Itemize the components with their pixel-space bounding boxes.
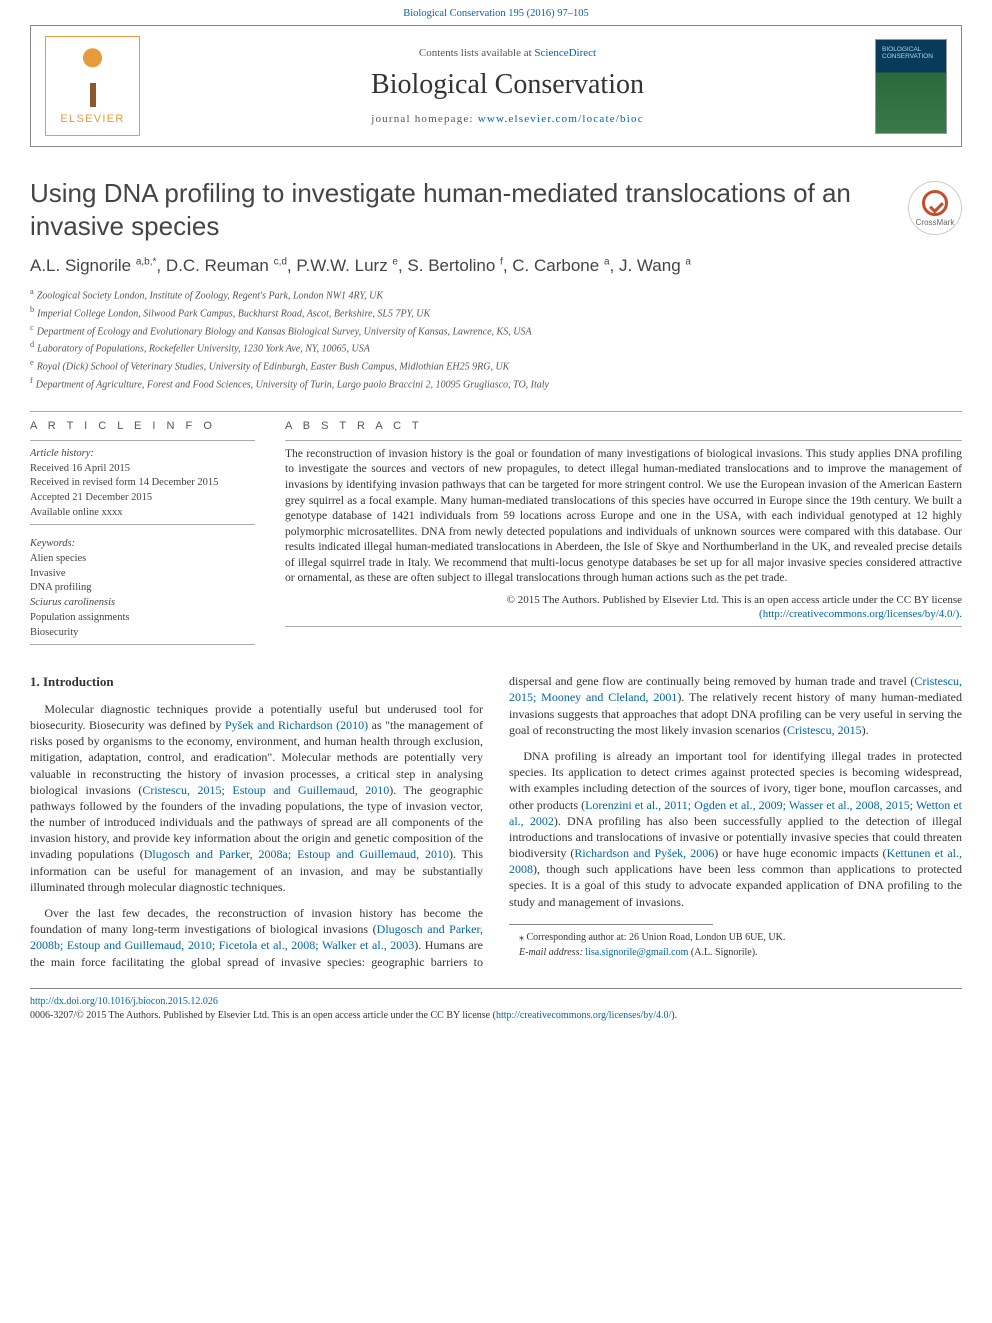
journal-header-box: ELSEVIER Contents lists available at Sci… <box>30 25 962 147</box>
history-line: Accepted 21 December 2015 <box>30 492 152 503</box>
body-text: ). <box>862 723 869 737</box>
corresponding-author-footnote: ⁎ Corresponding author at: 26 Union Road… <box>509 931 962 945</box>
journal-cover-thumbnail[interactable]: BIOLOGICAL CONSERVATION <box>875 39 947 134</box>
email-suffix: (A.L. Signorile). <box>688 947 757 958</box>
divider <box>30 440 255 441</box>
affiliation-line: aZoological Society London, Institute of… <box>30 286 962 304</box>
homepage-line: journal homepage: www.elsevier.com/locat… <box>140 113 875 125</box>
article-history: Article history: Received 16 April 2015 … <box>30 447 255 520</box>
body-paragraph: DNA profiling is already an important to… <box>509 748 962 910</box>
history-line: Received 16 April 2015 <box>30 463 130 474</box>
abstract-text: The reconstruction of invasion history i… <box>285 447 962 587</box>
affiliation-line: cDepartment of Ecology and Evolutionary … <box>30 322 962 340</box>
sciencedirect-link[interactable]: ScienceDirect <box>534 47 596 59</box>
keywords-block: Keywords: Alien species Invasive DNA pro… <box>30 537 255 640</box>
footer-text: ). <box>671 1010 677 1021</box>
body-text: ) or have huge economic impacts ( <box>714 846 886 860</box>
keyword: DNA profiling <box>30 582 92 593</box>
contents-line: Contents lists available at ScienceDirec… <box>140 47 875 59</box>
email-link[interactable]: lisa.signorile@gmail.com <box>585 947 688 958</box>
crossmark-badge[interactable]: CrossMark <box>908 181 962 235</box>
keyword: Invasive <box>30 568 66 579</box>
elsevier-logo[interactable]: ELSEVIER <box>45 36 140 136</box>
copyright-line: © 2015 The Authors. Published by Elsevie… <box>285 593 962 623</box>
citation-link[interactable]: Cristescu, 2015 <box>787 723 862 737</box>
cover-title-text: BIOLOGICAL CONSERVATION <box>882 46 946 60</box>
elsevier-tree-icon <box>65 47 120 107</box>
abstract-column: A B S T R A C T The reconstruction of in… <box>285 420 962 651</box>
footer-text: 0006-3207/© 2015 The Authors. Published … <box>30 1010 496 1021</box>
keyword: Sciurus carolinensis <box>30 597 115 608</box>
history-line: Available online xxxx <box>30 507 123 518</box>
divider <box>30 411 962 412</box>
affiliation-line: fDepartment of Agriculture, Forest and F… <box>30 375 962 393</box>
history-label: Article history: <box>30 448 94 459</box>
keyword: Alien species <box>30 553 86 564</box>
body-paragraph: Molecular diagnostic techniques provide … <box>30 701 483 895</box>
footer-license-link[interactable]: http://creativecommons.org/licenses/by/4… <box>496 1010 671 1021</box>
divider <box>285 440 962 441</box>
article-info-column: A R T I C L E I N F O Article history: R… <box>30 420 255 651</box>
affiliation-line: bImperial College London, Silwood Park C… <box>30 304 962 322</box>
divider <box>285 626 962 627</box>
article-info-label: A R T I C L E I N F O <box>30 420 255 432</box>
footnote-divider <box>509 924 713 925</box>
email-label: E-mail address: <box>519 947 585 958</box>
page-footer: http://dx.doi.org/10.1016/j.biocon.2015.… <box>30 988 962 1023</box>
divider <box>30 644 255 645</box>
homepage-label: journal homepage: <box>371 113 478 125</box>
crossmark-label: CrossMark <box>916 218 955 227</box>
header-center: Contents lists available at ScienceDirec… <box>140 47 875 125</box>
crossmark-check-icon <box>922 190 948 216</box>
citation-link[interactable]: Biological Conservation 195 (2016) 97–10… <box>403 8 588 19</box>
keywords-label: Keywords: <box>30 538 75 549</box>
citation-link[interactable]: Richardson and Pyšek, 2006 <box>574 846 714 860</box>
license-link[interactable]: (http://creativecommons.org/licenses/by/… <box>759 608 962 620</box>
divider <box>30 524 255 525</box>
article-title: Using DNA profiling to investigate human… <box>30 177 888 242</box>
citation-link[interactable]: Pyšek and Richardson (2010) <box>225 718 368 732</box>
citation-link[interactable]: Dlugosch and Parker, 2008a; Estoup and G… <box>144 847 449 861</box>
abstract-label: A B S T R A C T <box>285 420 962 432</box>
body-two-columns: 1. Introduction Molecular diagnostic tec… <box>30 673 962 970</box>
authors-line: A.L. Signorile a,b,*, D.C. Reuman c,d, P… <box>30 256 962 276</box>
affiliation-line: eRoyal (Dick) School of Veterinary Studi… <box>30 357 962 375</box>
body-text: ), though such applications have been le… <box>509 862 962 908</box>
doi-link[interactable]: http://dx.doi.org/10.1016/j.biocon.2015.… <box>30 996 218 1007</box>
affiliations-block: aZoological Society London, Institute of… <box>30 286 962 393</box>
elsevier-label: ELSEVIER <box>60 113 124 125</box>
citation-link[interactable]: Cristescu, 2015; Estoup and Guillemaud, … <box>142 783 389 797</box>
section-heading: 1. Introduction <box>30 673 483 691</box>
journal-name: Biological Conservation <box>140 69 875 101</box>
citation-header: Biological Conservation 195 (2016) 97–10… <box>0 0 992 25</box>
email-footnote: E-mail address: lisa.signorile@gmail.com… <box>509 946 962 960</box>
homepage-link[interactable]: www.elsevier.com/locate/bioc <box>478 113 644 125</box>
history-line: Received in revised form 14 December 201… <box>30 477 218 488</box>
affiliation-line: dLaboratory of Populations, Rockefeller … <box>30 339 962 357</box>
keyword: Biosecurity <box>30 627 78 638</box>
keyword: Population assignments <box>30 612 129 623</box>
contents-text: Contents lists available at <box>419 47 534 59</box>
copyright-text: © 2015 The Authors. Published by Elsevie… <box>507 594 962 606</box>
